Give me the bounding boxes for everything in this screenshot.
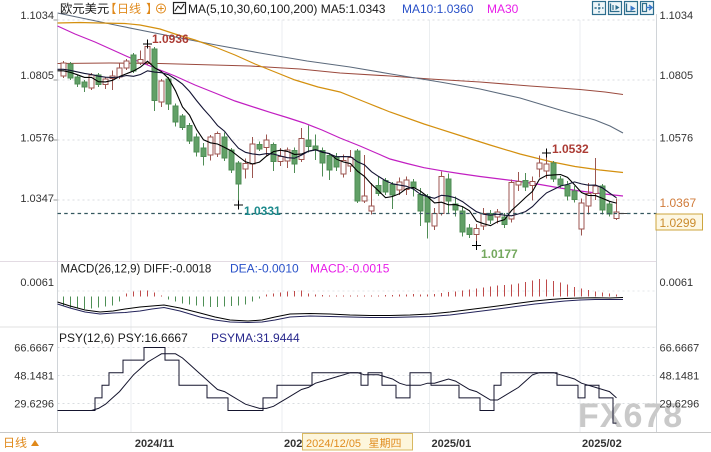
svg-text:0.0061: 0.0061 [660, 277, 694, 289]
svg-text:1.0576: 1.0576 [20, 133, 54, 145]
svg-text:1.0532: 1.0532 [552, 142, 589, 156]
svg-text:2024/11: 2024/11 [135, 438, 174, 450]
svg-text:PSY(12,6) PSY:16.6667: PSY(12,6) PSY:16.6667 [59, 331, 188, 345]
svg-text:1.0576: 1.0576 [660, 133, 694, 145]
svg-text:MA(5,10,30,60,100,200) MA5:1.0: MA(5,10,30,60,100,200) MA5:1.0343 [188, 2, 386, 16]
svg-text:2025/01: 2025/01 [432, 438, 472, 450]
svg-text:PSYMA:31.9444: PSYMA:31.9444 [211, 331, 300, 345]
svg-text:1.0299: 1.0299 [660, 216, 697, 230]
svg-text:FX678: FX678 [578, 397, 683, 435]
svg-text:1.1034: 1.1034 [20, 10, 54, 22]
svg-text:MA30: MA30 [487, 2, 519, 16]
svg-text:66.6667: 66.6667 [660, 343, 700, 355]
svg-text:1.0936: 1.0936 [152, 32, 189, 46]
svg-text:29.6296: 29.6296 [660, 399, 700, 411]
svg-text:29.6296: 29.6296 [14, 399, 54, 411]
svg-text:1.0331: 1.0331 [244, 204, 281, 218]
svg-text:48.1481: 48.1481 [660, 371, 700, 383]
svg-text:2025/02: 2025/02 [582, 438, 622, 450]
svg-text:1.0367: 1.0367 [660, 196, 697, 210]
svg-text:48.1481: 48.1481 [14, 371, 54, 383]
svg-text:1.0347: 1.0347 [20, 193, 54, 205]
svg-text:MA10:1.0360: MA10:1.0360 [402, 2, 474, 16]
svg-text:1.1034: 1.1034 [660, 10, 694, 22]
svg-text:0.0061: 0.0061 [20, 277, 54, 289]
svg-text:1.0805: 1.0805 [20, 70, 54, 82]
svg-text:MACD(26,12,9) DIFF:-0.0018: MACD(26,12,9) DIFF:-0.0018 [61, 264, 212, 276]
svg-text:MACD:-0.0015: MACD:-0.0015 [310, 262, 390, 276]
svg-text:1.0805: 1.0805 [660, 70, 694, 82]
svg-text:2024/12/05: 2024/12/05 [306, 438, 361, 450]
svg-text:202: 202 [284, 438, 302, 450]
svg-text:DEA:-0.0010: DEA:-0.0010 [230, 262, 299, 276]
svg-text:66.6667: 66.6667 [14, 343, 54, 355]
svg-text:1.0177: 1.0177 [481, 247, 518, 261]
